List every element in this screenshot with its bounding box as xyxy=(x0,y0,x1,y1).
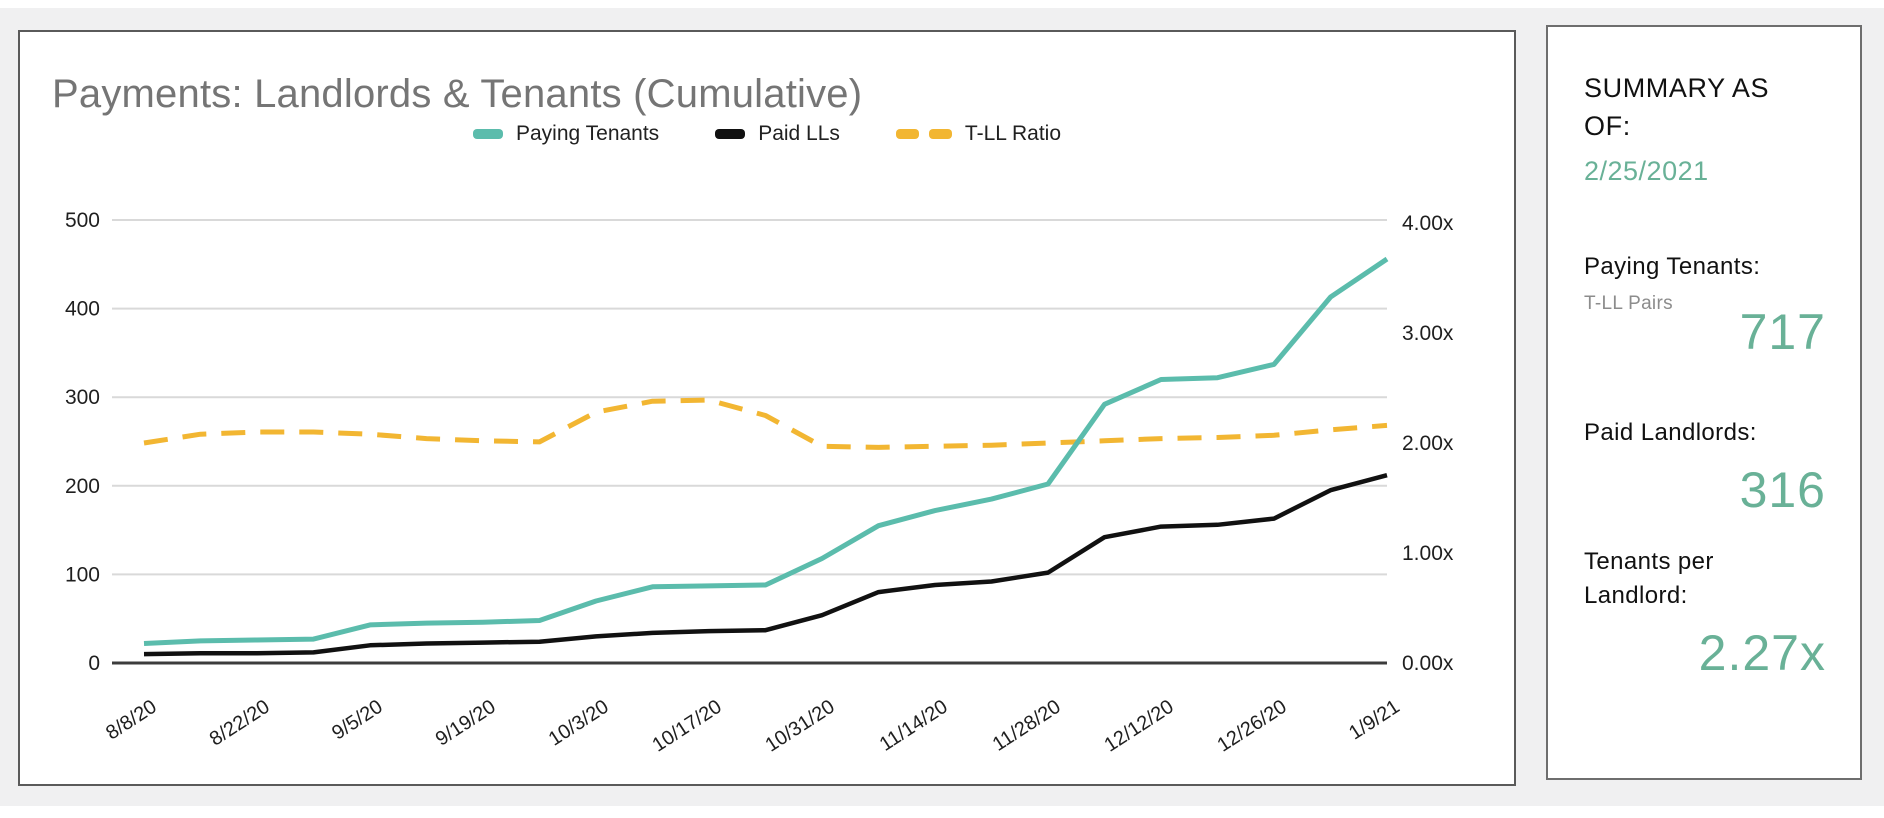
svg-text:9/5/20: 9/5/20 xyxy=(328,696,387,745)
tenants-per-landlord-label: Tenants per Landlord: xyxy=(1584,547,1714,610)
svg-text:1.00x: 1.00x xyxy=(1402,542,1454,565)
svg-text:10/17/20: 10/17/20 xyxy=(648,696,725,757)
svg-text:2.00x: 2.00x xyxy=(1402,432,1454,455)
svg-text:1/9/21: 1/9/21 xyxy=(1345,696,1404,745)
svg-text:400: 400 xyxy=(65,298,100,321)
paid-landlords-value: 316 xyxy=(1739,461,1826,518)
svg-text:11/28/20: 11/28/20 xyxy=(989,696,1065,756)
chart-legend: Paying Tenants Paid LLs T-LL Ratio xyxy=(20,122,1514,146)
chart-title: Payments: Landlords & Tenants (Cumulativ… xyxy=(52,72,863,116)
svg-text:10/3/20: 10/3/20 xyxy=(545,696,613,751)
svg-text:11/14/20: 11/14/20 xyxy=(876,696,952,756)
svg-text:12/26/20: 12/26/20 xyxy=(1213,696,1290,757)
svg-text:8/8/20: 8/8/20 xyxy=(102,696,161,745)
paying-tenants-label: Paying Tenants: xyxy=(1584,252,1761,280)
legend-item-paying-tenants: Paying Tenants xyxy=(472,122,660,146)
svg-text:4.00x: 4.00x xyxy=(1402,212,1454,235)
t-ll-ratio-dash-swatch-icon xyxy=(895,129,952,139)
paying-tenants-value: 717 xyxy=(1739,303,1826,360)
t-ll-pairs-sublabel: T-LL Pairs xyxy=(1584,292,1673,314)
svg-text:0.00x: 0.00x xyxy=(1402,652,1454,675)
legend-item-t-ll-ratio: T-LL Ratio xyxy=(895,122,1062,146)
legend-label: Paying Tenants xyxy=(515,122,660,145)
svg-text:200: 200 xyxy=(65,475,100,498)
legend-item-paid-lls: Paid LLs xyxy=(715,122,840,146)
legend-label: Paid LLs xyxy=(758,122,840,145)
svg-text:9/19/20: 9/19/20 xyxy=(432,696,500,751)
svg-text:100: 100 xyxy=(65,563,100,586)
summary-card: SUMMARY AS OF: 2/25/2021 Paying Tenants:… xyxy=(1546,25,1862,780)
cumulative-payments-line-chart: 0 100 200 300 400 500 0.00x 1.00x 2.00x 3.00x 4.00… xyxy=(65,209,1454,757)
chart-card: 0 100 200 300 400 500 0.00x 1.00x 2.00x 3.00x 4.00… xyxy=(18,30,1516,786)
legend-label: T-LL Ratio xyxy=(964,122,1062,145)
tenants-per-landlord-value: 2.27x xyxy=(1698,625,1826,682)
summary-as-of-date: 2/25/2021 xyxy=(1584,155,1709,186)
svg-text:8/22/20: 8/22/20 xyxy=(206,696,274,751)
svg-text:12/12/20: 12/12/20 xyxy=(1100,696,1177,757)
svg-text:10/31/20: 10/31/20 xyxy=(761,696,838,757)
svg-text:500: 500 xyxy=(65,209,100,232)
svg-text:300: 300 xyxy=(65,386,100,409)
paid-landlords-label: Paid Landlords: xyxy=(1584,418,1757,446)
paying-tenants-swatch-icon xyxy=(472,129,503,139)
svg-text:0: 0 xyxy=(88,652,100,675)
paid-lls-swatch-icon xyxy=(715,129,746,139)
summary-heading: SUMMARY AS OF: xyxy=(1584,73,1770,142)
svg-text:3.00x: 3.00x xyxy=(1402,322,1454,345)
